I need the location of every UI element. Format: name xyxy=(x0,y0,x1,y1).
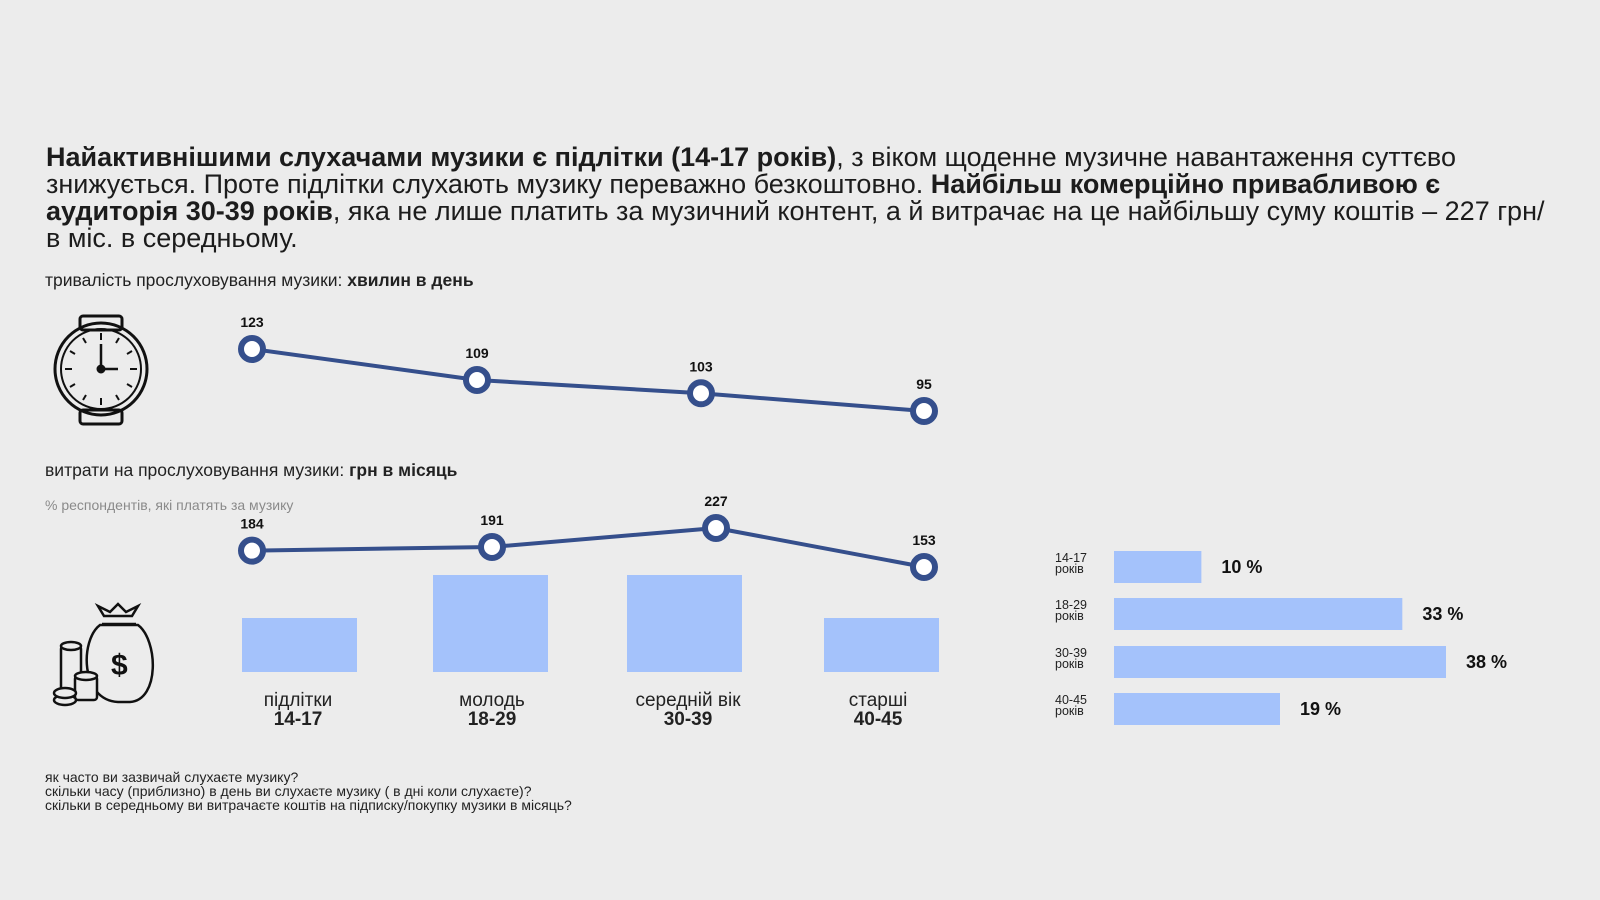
bar-category-range: 40-45 xyxy=(1055,693,1087,707)
bar-category-range: 14-17 xyxy=(1055,551,1087,565)
listening-label-text: тривалість прослуховування музики: xyxy=(45,270,348,290)
bar-category-unit: років xyxy=(1055,704,1084,718)
svg-text:$: $ xyxy=(111,649,128,682)
age-group-range: 40-45 xyxy=(854,709,903,730)
listening-label: тривалість прослуховування музики: хвили… xyxy=(45,270,474,291)
bar-value-label: 19 % xyxy=(1300,699,1341,719)
minutes-data-label: 95 xyxy=(916,376,932,392)
minutes-data-label: 109 xyxy=(465,345,489,361)
money-bag-coins-icon: $ xyxy=(52,602,155,707)
payers-bar xyxy=(1114,693,1280,725)
headline-text-2: , яка не лише платить за музичний контен… xyxy=(46,196,1545,253)
age-group-label: молодь xyxy=(459,690,525,711)
minutes-data-label: 123 xyxy=(240,314,264,330)
age-group-range: 14-17 xyxy=(274,709,323,730)
bar-value-label: 33 % xyxy=(1422,604,1463,624)
bar-category-range: 30-39 xyxy=(1055,646,1087,660)
payers-bar xyxy=(1114,598,1403,630)
minutes-point xyxy=(910,397,938,425)
age-group-label: підлітки xyxy=(264,690,333,711)
payers-column xyxy=(433,575,548,672)
minutes-data-label: 103 xyxy=(689,358,713,374)
payers-bar xyxy=(1114,551,1202,583)
payers-bar xyxy=(1114,646,1446,678)
spending-line-chart: 184 191 227 153 xyxy=(238,493,938,581)
age-group-label: старші xyxy=(849,690,908,711)
spending-label-text: витрати на прослуховування музики: xyxy=(45,460,350,480)
headline: Найактивнішими слухачами музики є підліт… xyxy=(46,144,1546,252)
payers-column xyxy=(242,618,357,672)
minutes-point xyxy=(463,366,491,394)
payers-column-chart xyxy=(242,575,939,672)
headline-bold-2: Найбільш комерційно привабливою є аудито… xyxy=(46,169,1441,226)
spending-label-unit: грн в місяць xyxy=(349,460,458,480)
spending-data-label: 153 xyxy=(912,532,936,548)
spending-point xyxy=(238,536,266,565)
payers-column xyxy=(627,575,742,672)
spending-label: витрати на прослуховування музики: грн в… xyxy=(45,460,457,481)
paying-share-note: % респондентів, які платять за музику xyxy=(45,497,294,513)
minutes-series-line xyxy=(251,347,925,413)
age-group-range: 18-29 xyxy=(468,709,517,730)
minutes-point xyxy=(687,379,715,408)
bar-value-label: 10 % xyxy=(1221,557,1262,577)
spending-point xyxy=(702,514,730,542)
age-group-label: середній вік xyxy=(635,690,741,711)
payers-column xyxy=(824,618,939,672)
listening-label-unit: хвилин в день xyxy=(347,270,474,290)
age-group-range: 30-39 xyxy=(664,709,713,730)
spending-data-label: 227 xyxy=(704,493,728,509)
wristwatch-icon xyxy=(53,314,149,426)
survey-questions: як часто ви зазвичай слухаєте музику? ск… xyxy=(45,770,572,812)
headline-text-1: , з віком щоденне музичне навантаження с… xyxy=(46,142,1456,199)
bar-value-label: 38 % xyxy=(1466,652,1507,672)
survey-question-3: скільки в середньому ви витрачаєте кошті… xyxy=(45,797,572,813)
spending-point xyxy=(910,553,938,581)
spending-point xyxy=(478,532,506,561)
survey-question-1: як часто ви зазвичай слухаєте музику? xyxy=(45,769,299,785)
spending-data-label: 184 xyxy=(240,516,264,532)
survey-question-2: скільки часу (приблизно) в день ви слуха… xyxy=(45,783,532,799)
minutes-line-chart: 123 109 103 95 xyxy=(238,314,938,425)
bar-category-unit: років xyxy=(1055,562,1084,576)
spending-data-label: 191 xyxy=(480,512,504,528)
headline-bold-1: Найактивнішими слухачами музики є підліт… xyxy=(46,142,837,172)
bar-category-unit: років xyxy=(1055,609,1084,623)
bar-category-range: 18-29 xyxy=(1055,598,1087,612)
bar-category-unit: років xyxy=(1055,657,1084,671)
minutes-point xyxy=(238,335,266,363)
spending-series-line xyxy=(251,526,925,569)
